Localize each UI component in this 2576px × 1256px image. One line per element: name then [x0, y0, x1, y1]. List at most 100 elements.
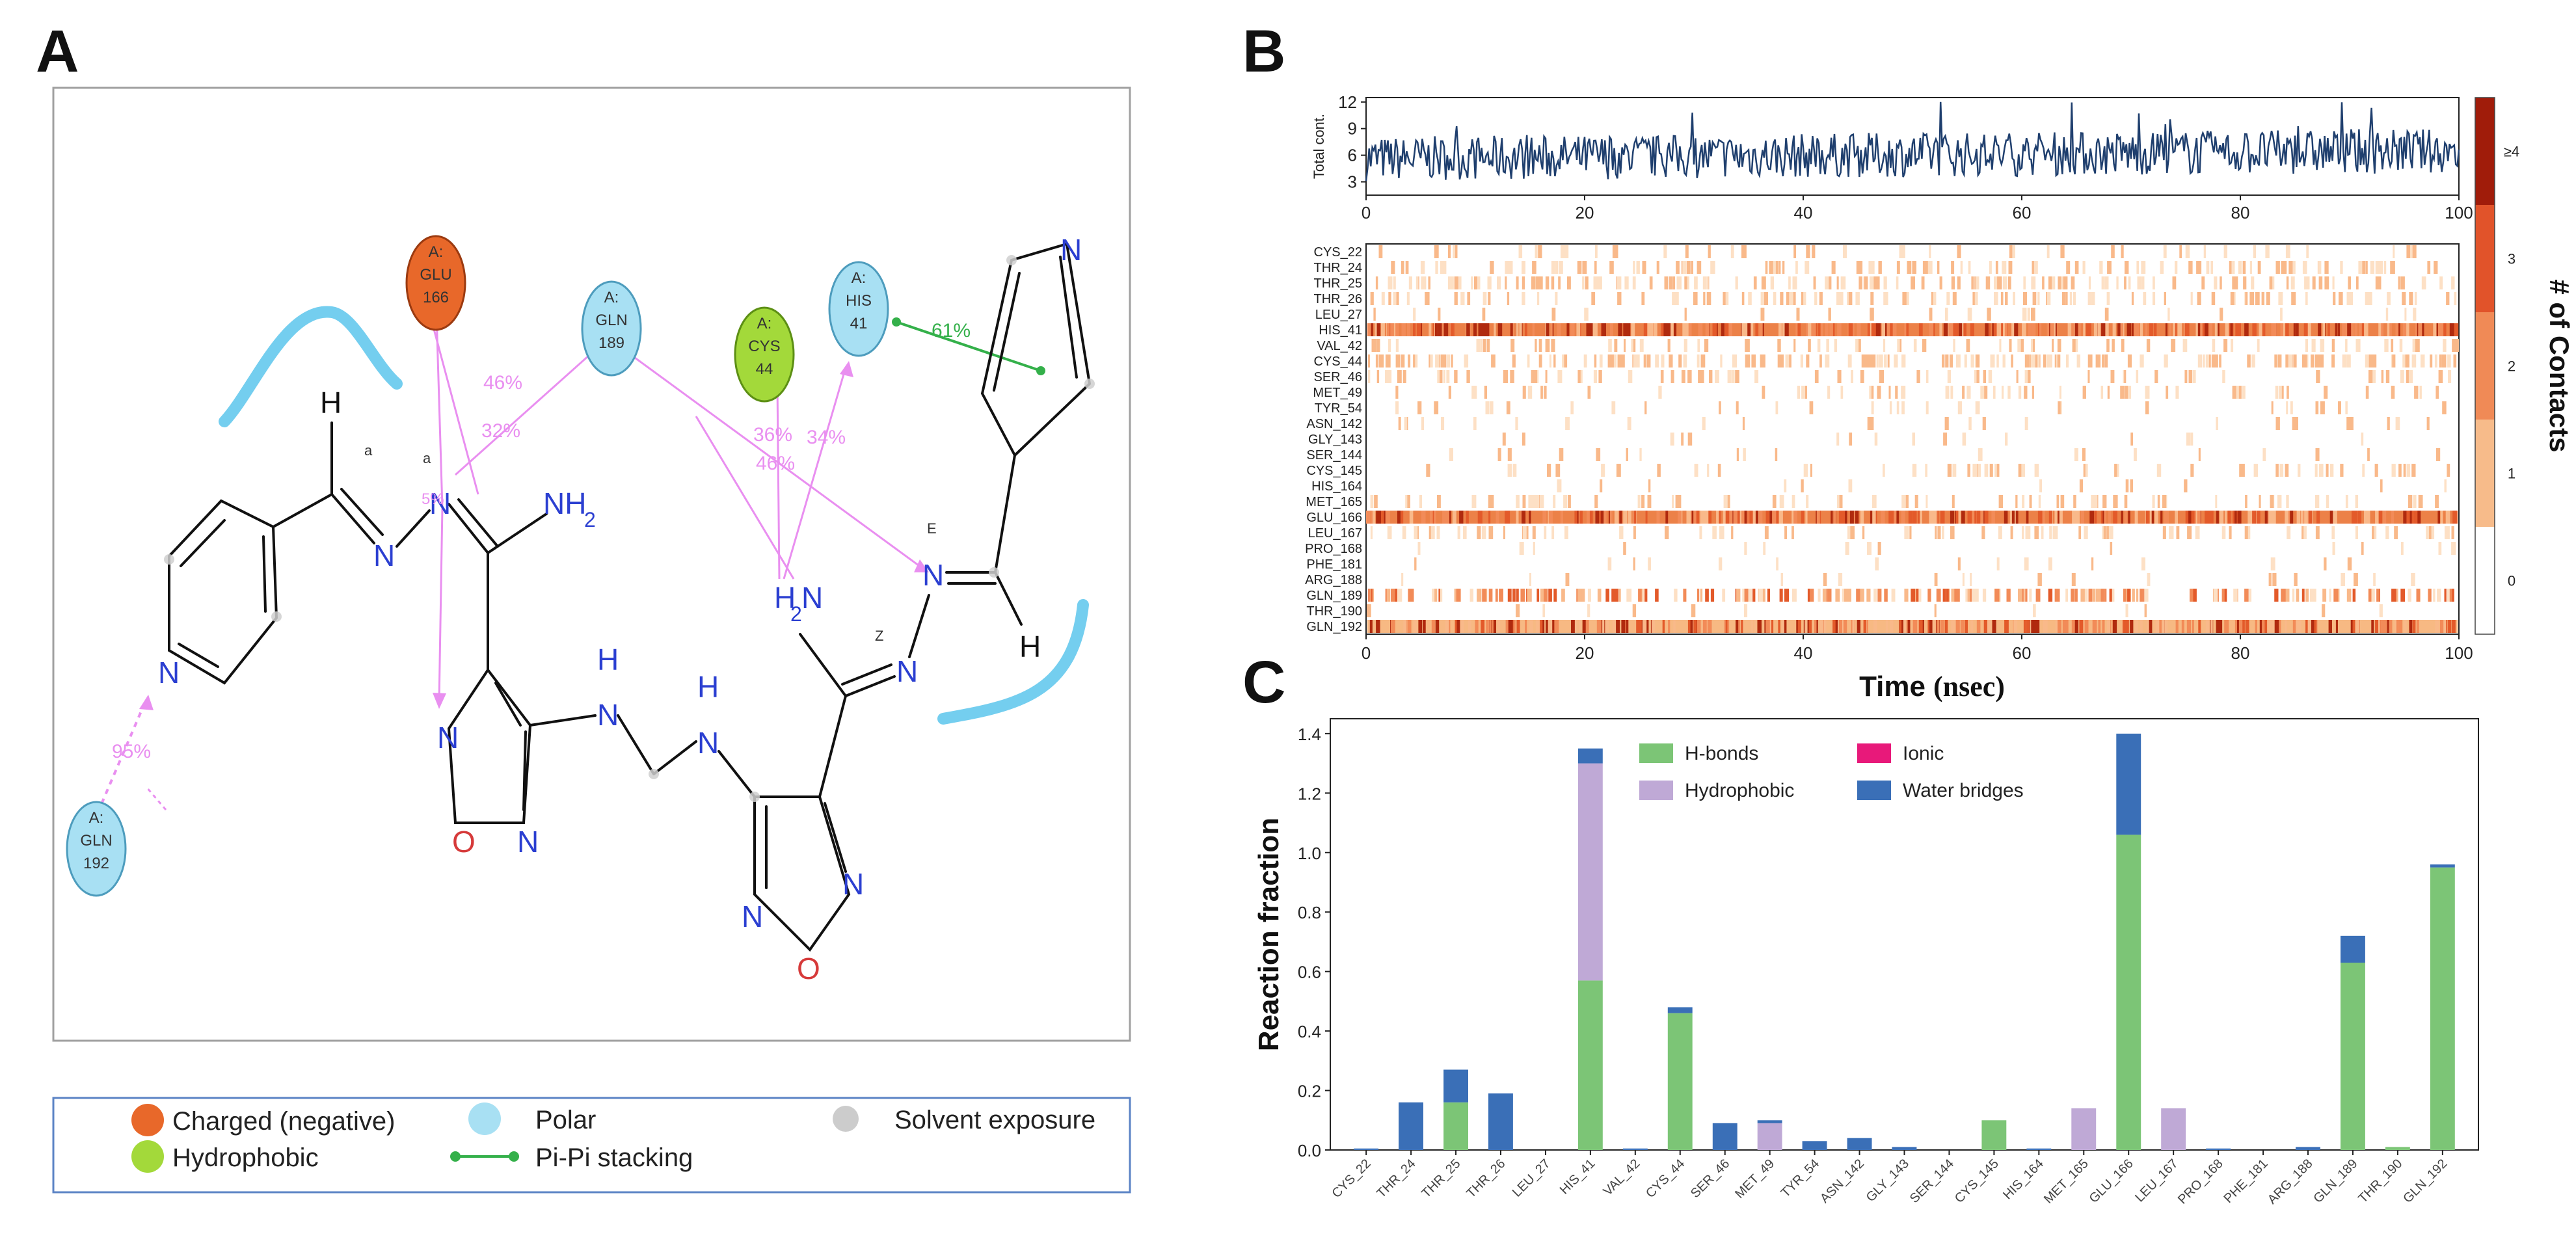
heatmap-cell	[1985, 323, 1989, 336]
heatmap-cell	[2256, 511, 2261, 524]
heatmap-cell	[2292, 589, 2295, 602]
heatmap-cell	[1449, 276, 1454, 289]
heatmap-cell	[1403, 620, 1407, 633]
heatmap-cell	[1694, 464, 1698, 477]
heatmap-cell	[2236, 323, 2241, 336]
heatmap-cell	[1708, 245, 1711, 258]
heatmap-cell	[1378, 354, 1381, 367]
heatmap-cell	[2049, 526, 2052, 539]
heatmap-cell	[1693, 292, 1698, 305]
heatmap-cell	[2059, 386, 2061, 399]
bar-ylabel: Reaction fraction	[1253, 818, 1285, 1051]
heatmap-cell	[1374, 495, 1378, 508]
heatmap-cell	[2428, 526, 2433, 539]
line-ytick-label: 6	[1348, 146, 1357, 165]
bar-ytick-label: 1.4	[1298, 725, 1321, 744]
heatmap-cell	[1890, 323, 1893, 336]
heatmap-cell	[1801, 386, 1805, 399]
heatmap-cell	[1607, 557, 1612, 570]
legend-label-h-bonds: H-bonds	[1685, 743, 1758, 764]
heatmap-cell	[1725, 620, 1728, 633]
heatmap-cell	[1925, 401, 1929, 414]
heatmap-cell	[1912, 511, 1917, 524]
bar-water-bridges-ser_46	[1712, 1123, 1737, 1150]
heatmap-cell	[1497, 448, 1501, 461]
heatmap-cell	[1420, 261, 1425, 274]
heatmap-cell	[2113, 495, 2117, 508]
heatmap-cell	[1859, 261, 1863, 274]
heatmap-cell	[1728, 323, 1732, 336]
heatmap-cell	[2240, 464, 2245, 477]
heatmap-cell	[2232, 276, 2235, 289]
heatmap-cell	[1778, 261, 1781, 274]
heatmap-cell	[2449, 589, 2452, 602]
heatmap-cell	[1858, 339, 1861, 352]
heatmap-cell	[2272, 511, 2275, 524]
heatmap-cell	[1459, 276, 1462, 289]
heatmap-cell	[2234, 620, 2239, 633]
heatmap-cell	[1741, 292, 1745, 305]
heatmap-cell	[1951, 620, 1955, 633]
heatmap-cell	[2016, 370, 2019, 383]
heatmap-cell	[2223, 245, 2227, 258]
heatmap-cell	[2024, 557, 2029, 570]
heatmap-cell	[2444, 589, 2447, 602]
heatmap-cell	[1837, 495, 1840, 508]
heatmap-cell	[1577, 589, 1582, 602]
heatmap-cell	[1806, 495, 1809, 508]
heatmap-cell	[1395, 386, 1399, 399]
bar-xtick-label: ASN_142	[1818, 1156, 1867, 1206]
heatmap-cell	[2378, 276, 2381, 289]
heatmap-cell	[2087, 354, 2093, 367]
heatmap-cell	[2246, 526, 2251, 539]
heatmap-cell	[2219, 354, 2221, 367]
bond	[396, 509, 431, 548]
heatmap-cell	[1627, 417, 1631, 430]
legend-a-frame	[52, 1097, 1131, 1194]
heatmap-cell	[2305, 339, 2308, 352]
heatmap-cell	[2080, 589, 2085, 602]
heatmap-cell	[1561, 245, 1565, 258]
heatmap-cell	[1801, 479, 1804, 492]
heatmap-cell	[1873, 620, 1877, 633]
heatmap-cell	[1840, 386, 1844, 399]
heatmap-cell	[1719, 401, 1721, 414]
heatmap-cell	[1962, 323, 1966, 336]
heatmap-cell	[1477, 526, 1481, 539]
heatmap-cell	[2229, 526, 2232, 539]
heatmap-cell	[1528, 495, 1533, 508]
bar-water-bridges-arg_188	[2296, 1147, 2320, 1150]
heatmap-cell	[2224, 589, 2227, 602]
heatmap-cell	[1999, 339, 2002, 352]
heatmap-cell	[1791, 511, 1795, 524]
heatmap-cell	[2324, 261, 2329, 274]
heatmap-cell	[1825, 276, 1829, 289]
heatmap-cell	[1415, 354, 1418, 367]
heatmap-row-label: SER_144	[1306, 448, 1362, 462]
heatmap-cell	[2322, 589, 2325, 602]
atom-nh-b-h: H	[697, 670, 719, 704]
heatmap-cell	[2315, 401, 2319, 414]
heatmap-cell	[1678, 354, 1682, 367]
heatmap-cell	[1426, 464, 1430, 477]
heatmap-cell	[2154, 511, 2158, 524]
heatmap-cell	[1815, 620, 1818, 633]
heatmap-cell	[1574, 511, 1577, 524]
heatmap-cell	[1388, 292, 1391, 305]
heatmap-cell	[2362, 464, 2365, 477]
atom-n-furazan-b2: N	[842, 867, 864, 901]
heatmap-cell	[2391, 339, 2394, 352]
heatmap-cell	[2305, 620, 2308, 633]
heatmap-cell	[2259, 620, 2263, 633]
heatmap-cell	[1684, 276, 1687, 289]
heatmap-cell	[1870, 417, 1874, 430]
heatmap-cell	[1638, 589, 1642, 602]
heatmap-cell	[1437, 370, 1440, 383]
heatmap-cell	[2413, 495, 2417, 508]
heatmap-cell	[2116, 276, 2119, 289]
heatmap-cell	[2024, 354, 2030, 367]
heatmap-cell	[2015, 511, 2019, 524]
heatmap-cell	[1661, 354, 1665, 367]
heatmap-cell	[1595, 245, 1598, 258]
heatmap-cell	[2262, 323, 2266, 336]
